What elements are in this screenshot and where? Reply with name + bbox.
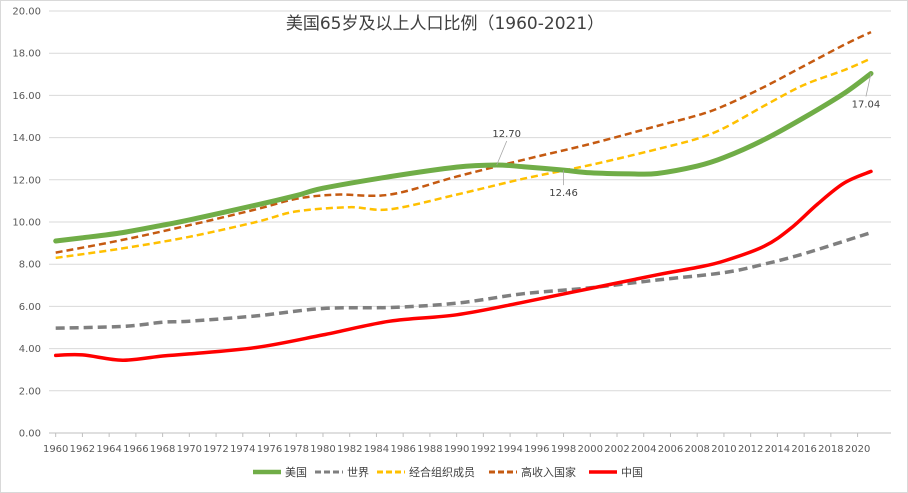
x-tick-label: 1968 [150, 444, 175, 455]
series-lines [53, 30, 874, 362]
x-tick-label: 1964 [96, 444, 121, 455]
x-tick-label: 1980 [310, 444, 335, 455]
y-tick-label: 4.00 [19, 344, 41, 355]
annotation-leader [496, 140, 508, 166]
x-tick-label: 1990 [444, 444, 469, 455]
x-tick-label: 1962 [70, 444, 95, 455]
y-tick-label: 20.00 [12, 7, 41, 18]
x-tick-label: 2018 [818, 444, 843, 455]
x-tick-label: 1998 [551, 444, 576, 455]
legend: 美国 世界 经合组织成员 高收入国家 中国 [253, 465, 643, 479]
x-tick-label: 1976 [257, 444, 282, 455]
y-tick-label: 2.00 [19, 386, 41, 397]
x-tick-label: 1996 [524, 444, 549, 455]
x-tick-label: 2012 [738, 444, 763, 455]
x-tick-label: 2020 [845, 444, 870, 455]
y-tick-label: 18.00 [12, 49, 41, 60]
x-tick-label: 1992 [471, 444, 496, 455]
x-tick-label: 1966 [123, 444, 148, 455]
series-line [53, 71, 874, 244]
data-label: 17.04 [852, 99, 881, 110]
chart-title: 美国65岁及以上人口比例（1960-2021） [286, 14, 604, 34]
y-tick-label: 14.00 [12, 133, 41, 144]
x-tick-label: 1994 [497, 444, 522, 455]
legend-label: 高收入国家 [521, 465, 576, 479]
x-tick-label: 1972 [203, 444, 228, 455]
series-line [55, 30, 872, 254]
y-tick-label: 12.00 [12, 175, 41, 186]
y-tick-label: 10.00 [12, 218, 41, 229]
x-tick-label: 2008 [684, 444, 709, 455]
x-tick-label: 1978 [284, 444, 309, 455]
x-tick-label: 1984 [364, 444, 389, 455]
x-tick-label: 2002 [604, 444, 629, 455]
series-line [53, 169, 873, 362]
axes: 0.00 2.00 4.00 6.00 8.00 10.00 12.00 14.00 16.00… [12, 7, 891, 455]
data-label: 12.46 [549, 188, 578, 199]
annotation-leader [865, 73, 872, 97]
x-tick-label: 2016 [791, 444, 816, 455]
y-tick-label: 8.00 [19, 260, 41, 271]
legend-label: 美国 [285, 466, 307, 479]
y-tick-label: 16.00 [12, 91, 41, 102]
data-annotations: 12.70 12.46 17.04 [492, 73, 880, 199]
x-tick-label: 1982 [337, 444, 362, 455]
x-tick-label: 1970 [177, 444, 202, 455]
legend-label: 世界 [347, 466, 369, 479]
x-tick-label: 1988 [417, 444, 442, 455]
x-tick-label: 1986 [390, 444, 415, 455]
data-label: 12.70 [492, 129, 521, 140]
x-tick-label: 2004 [631, 444, 656, 455]
x-tick-label: 2006 [658, 444, 683, 455]
legend-label: 经合组织成员 [409, 465, 475, 479]
legend-label: 中国 [621, 466, 643, 479]
series-line [55, 230, 872, 330]
x-tick-label: 2010 [711, 444, 736, 455]
y-tick-label: 0.00 [19, 429, 41, 440]
x-tick-label: 2000 [578, 444, 603, 455]
x-tick-label: 1960 [43, 444, 68, 455]
y-tick-label: 6.00 [19, 302, 41, 313]
x-tick-label: 1974 [230, 444, 255, 455]
x-tick-label: 2014 [765, 444, 790, 455]
